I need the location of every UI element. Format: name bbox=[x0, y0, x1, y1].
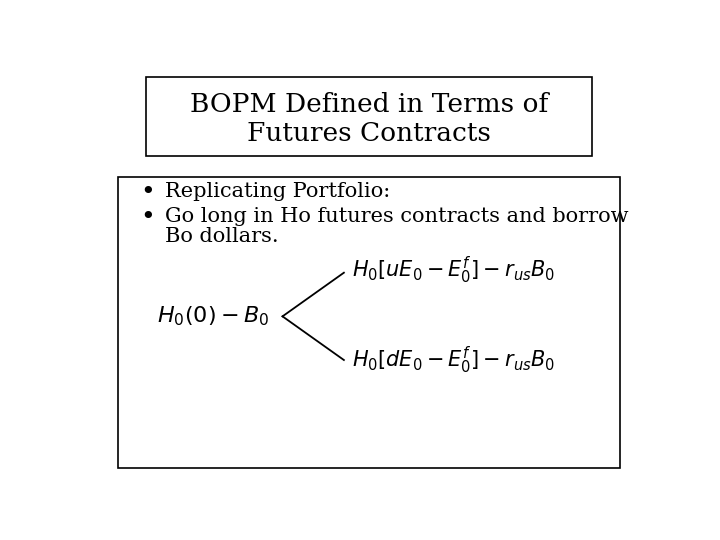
Text: BOPM Defined in Terms of: BOPM Defined in Terms of bbox=[190, 92, 548, 117]
Text: •: • bbox=[140, 205, 155, 228]
Text: Go long in Ho futures contracts and borrow: Go long in Ho futures contracts and borr… bbox=[166, 207, 629, 226]
Text: Bo dollars.: Bo dollars. bbox=[166, 227, 279, 246]
Text: $H_0[dE_0 - E_0^f] - r_{us}B_0$: $H_0[dE_0 - E_0^f] - r_{us}B_0$ bbox=[352, 345, 556, 376]
FancyBboxPatch shape bbox=[145, 77, 593, 156]
Text: Futures Contracts: Futures Contracts bbox=[247, 121, 491, 146]
Text: $H_0[uE_0 - E_0^f] - r_{us}B_0$: $H_0[uE_0 - E_0^f] - r_{us}B_0$ bbox=[352, 255, 556, 286]
Text: •: • bbox=[140, 180, 155, 204]
FancyBboxPatch shape bbox=[118, 177, 620, 468]
Text: Replicating Portfolio:: Replicating Portfolio: bbox=[166, 182, 390, 201]
Text: $H_0(0)-B_0$: $H_0(0)-B_0$ bbox=[157, 305, 269, 328]
